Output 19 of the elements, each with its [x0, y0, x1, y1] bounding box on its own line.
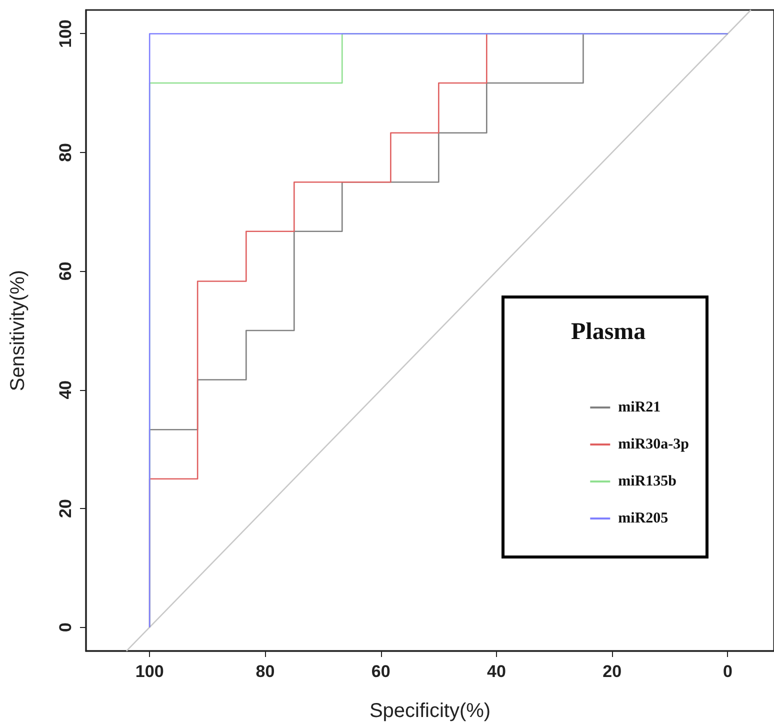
y-tick-label: 40 [56, 380, 75, 400]
legend-title: Plasma [571, 319, 646, 345]
x-tick-label: 0 [723, 662, 732, 681]
legend-label: miR30a-3p [618, 436, 690, 452]
legend-label: miR21 [618, 400, 661, 416]
x-tick-label: 40 [487, 662, 506, 681]
y-axis-title: Sensitivity(%) [7, 270, 29, 392]
y-tick-label: 0 [56, 622, 75, 632]
x-tick-label: 80 [256, 662, 275, 681]
x-axis-title: Specificity(%) [369, 700, 491, 722]
y-tick-label: 60 [56, 262, 75, 281]
x-tick-label: 60 [371, 662, 390, 681]
x-tick-label: 20 [602, 662, 622, 681]
y-tick-label: 100 [56, 20, 75, 48]
legend-label: miR205 [618, 510, 668, 526]
y-tick-label: 20 [56, 499, 75, 518]
legend-label: miR135b [618, 474, 677, 490]
y-tick-label: 80 [56, 142, 75, 162]
x-tick-label: 100 [135, 662, 164, 681]
